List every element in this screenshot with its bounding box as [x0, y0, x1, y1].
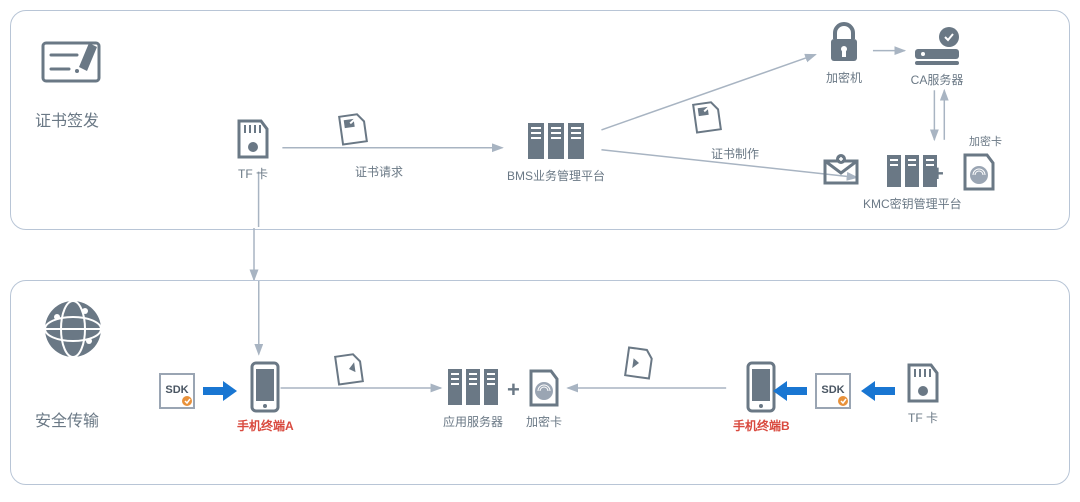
lock-icon	[823, 21, 865, 65]
plus-icon: +	[507, 377, 520, 403]
node-sdk-b: SDK	[813, 371, 853, 411]
section-title-bottom: 安全传输	[35, 407, 99, 431]
tf-card-icon	[233, 117, 273, 161]
node-phone-a: 手机终端A	[237, 361, 294, 434]
edge-label-cert-make: 证书制作	[711, 145, 759, 162]
fingerprint-card-icon	[959, 151, 999, 193]
server-rack-icon	[444, 365, 502, 409]
enc-card-label-top: 加密卡	[969, 133, 1002, 149]
edge-label-cert-request: 证书请求	[355, 163, 403, 180]
fingerprint-card-icon	[525, 367, 563, 409]
tf-card-icon	[903, 361, 943, 405]
server-rack-icon	[524, 119, 588, 163]
node-tf-card-top: TF 卡	[233, 117, 273, 182]
key-envelope-icon	[821, 151, 861, 187]
thick-arrow-left-icon	[859, 379, 897, 403]
node-app-server: 应用服务器	[443, 365, 503, 430]
sign-document-icon	[39, 25, 107, 93]
node-sdk-a: SDK	[157, 371, 197, 411]
svg-text:SDK: SDK	[821, 384, 844, 396]
data-page-left-icon	[619, 343, 659, 383]
cert-make-page-icon	[687, 97, 727, 137]
sdk-box-icon: SDK	[813, 371, 853, 411]
section-title-top: 证书签发	[35, 107, 99, 131]
thick-arrow-right-icon	[201, 379, 239, 403]
node-enc-card-top	[959, 151, 999, 193]
phone-icon	[248, 361, 282, 413]
inter-panel-connector	[10, 228, 1066, 282]
panel-certificate-issuance: 证书签发 证书请求 证书制作	[10, 10, 1070, 230]
node-hsm: 加密机	[823, 21, 865, 86]
node-bms: BMS业务管理平台	[507, 119, 605, 184]
globe-network-icon	[39, 295, 107, 363]
node-tf-card-bottom: TF 卡	[903, 361, 943, 426]
sdk-box-icon: SDK	[157, 371, 197, 411]
cert-request-page-icon	[333, 109, 373, 149]
thick-arrow-left-icon	[771, 379, 809, 403]
ca-server-icon	[909, 25, 965, 67]
data-page-right-icon	[329, 349, 369, 389]
node-enc-card-bottom: 加密卡	[525, 367, 563, 430]
svg-text:SDK: SDK	[165, 384, 188, 396]
node-ca-server: CA服务器	[909, 25, 965, 88]
node-kmc: KMC密钥管理平台	[863, 151, 962, 212]
panel-secure-transport: 安全传输 SDK	[10, 280, 1070, 485]
plus-icon: +	[931, 161, 944, 187]
